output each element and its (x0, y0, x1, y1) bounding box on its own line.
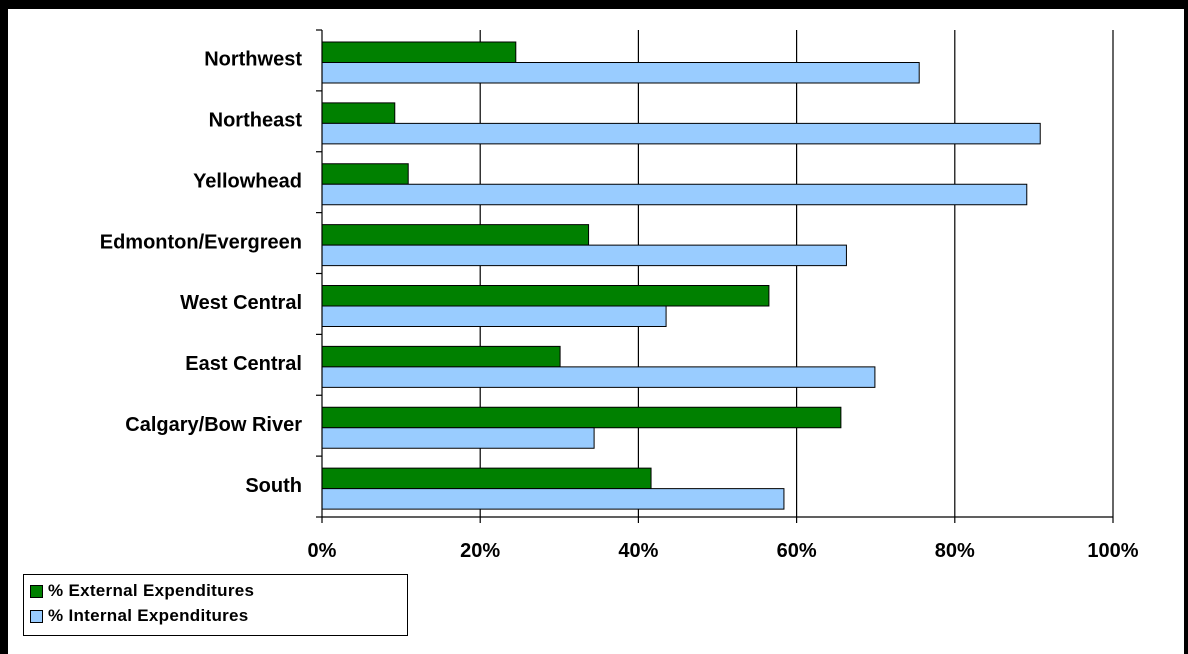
bar-internal (321, 62, 920, 84)
category-label: Edmonton/Evergreen (100, 231, 302, 253)
category-label: Calgary/Bow River (125, 414, 302, 436)
bar-external (321, 406, 842, 429)
bar-external (321, 467, 652, 490)
grid-lines (479, 30, 1114, 517)
bar-internal (321, 366, 876, 388)
bar-external (321, 163, 409, 185)
legend-item-external: % External Expenditures (30, 580, 254, 602)
bar-external (321, 285, 770, 307)
x-tick-label: 60% (777, 540, 817, 562)
x-tick-label: 40% (618, 540, 658, 562)
legend-item-internal: % Internal Expenditures (30, 605, 249, 627)
x-tick-label: 100% (1087, 540, 1138, 562)
bar-internal (321, 122, 1041, 145)
bar-internal (321, 488, 785, 510)
bar-external (321, 41, 517, 63)
bar-internal (321, 244, 847, 267)
legend-swatch-internal (30, 609, 43, 623)
x-tick-label: 80% (935, 540, 975, 562)
legend-swatch-external (30, 584, 43, 598)
category-label: Yellowhead (193, 170, 302, 192)
bar-external (321, 224, 590, 246)
tick-labels: 0% 20% 40% 60% 80% 100% (308, 540, 1139, 562)
bar-external (321, 102, 396, 124)
bar-internal (321, 183, 1028, 206)
category-label: Northwest (204, 49, 302, 71)
bar-internal (321, 305, 667, 327)
legend-label-external: % External Expenditures (48, 581, 255, 600)
category-label: Northeast (209, 110, 303, 132)
bar-internal (321, 427, 595, 449)
x-tick-label: 0% (308, 540, 337, 562)
category-labels: Northwest Northeast Yellowhead Edmonton/Eve… (100, 49, 303, 497)
legend: % External Expenditures % Internal Expen… (23, 574, 408, 636)
axes (316, 29, 1114, 523)
category-label: West Central (180, 292, 302, 314)
category-label: South (245, 475, 302, 497)
category-label: East Central (185, 353, 302, 375)
bars (321, 41, 1041, 510)
x-tick-label: 20% (460, 540, 500, 562)
legend-label-internal: % Internal Expenditures (48, 606, 249, 625)
bar-external (321, 345, 561, 368)
